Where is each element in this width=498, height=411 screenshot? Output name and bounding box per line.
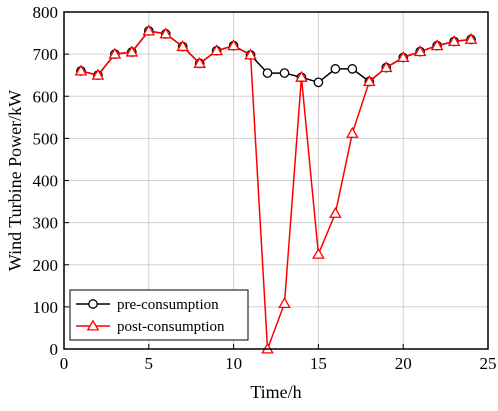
y-tick-label: 100 <box>33 298 59 317</box>
series-line-pre-consumption <box>80 30 472 84</box>
series-layer <box>74 24 478 354</box>
legend-marker-pre-consumption <box>88 299 98 309</box>
data-point-post-consumption <box>379 61 393 73</box>
data-point-post-consumption <box>464 32 478 44</box>
axis-ticks: 0 5 10 15 20 25 0 100 200 300 400 500 600 700 800 <box>33 3 497 373</box>
data-point-pre-consumption <box>262 68 273 78</box>
data-point-pre-consumption <box>347 64 358 74</box>
x-tick-label: 15 <box>310 354 327 373</box>
y-tick-label: 400 <box>33 172 59 191</box>
data-point-post-consumption <box>362 74 376 87</box>
x-axis-title: Time/h <box>250 382 301 402</box>
x-tick-label: 5 <box>145 354 154 373</box>
data-point-post-consumption <box>108 47 122 59</box>
x-tick-label: 0 <box>60 354 69 373</box>
y-axis-title: Wind Turbine Power/kW <box>5 90 25 271</box>
data-point-post-consumption <box>193 56 207 68</box>
data-point-post-consumption <box>142 24 156 36</box>
legend-label-pre-consumption: pre-consumption <box>117 297 219 313</box>
data-point-post-consumption <box>312 247 325 259</box>
data-point-post-consumption <box>413 45 427 57</box>
legend-label-post-consumption: post-consumption <box>117 319 225 335</box>
data-point-post-consumption <box>430 39 444 51</box>
data-point-post-consumption <box>210 44 223 56</box>
y-tick-label: 500 <box>33 129 59 148</box>
data-point-post-consumption <box>244 48 257 60</box>
legend-box <box>69 289 249 341</box>
legend-marker-shape <box>88 299 98 309</box>
legend: pre-consumption post-consumption <box>69 289 249 341</box>
y-tick-label: 600 <box>33 87 59 106</box>
y-tick-label: 200 <box>33 256 59 275</box>
data-point-pre-consumption <box>330 64 341 74</box>
data-point-post-consumption <box>159 27 173 39</box>
y-tick-label: 0 <box>50 340 59 359</box>
legend-marker-post-consumption <box>86 319 100 331</box>
y-tick-label: 800 <box>33 3 59 22</box>
data-point-post-consumption <box>91 68 105 80</box>
legend-marker-shape <box>86 319 100 331</box>
series-pre-consumption <box>76 26 476 88</box>
data-point-post-consumption <box>74 64 88 76</box>
data-point-post-consumption <box>447 34 461 47</box>
x-tick-label: 25 <box>480 354 497 373</box>
y-tick-label: 700 <box>33 45 59 64</box>
data-point-post-consumption <box>125 45 139 57</box>
data-point-post-consumption <box>295 70 308 82</box>
data-point-post-consumption <box>176 40 190 52</box>
x-tick-label: 10 <box>225 354 242 373</box>
data-point-post-consumption <box>345 126 359 138</box>
data-point-post-consumption <box>227 39 240 51</box>
data-point-pre-consumption <box>279 68 290 78</box>
data-point-post-consumption <box>278 296 291 309</box>
data-point-pre-consumption <box>313 77 324 88</box>
series-post-consumption <box>74 24 478 354</box>
data-point-post-consumption <box>396 50 410 63</box>
y-tick-label: 300 <box>33 214 59 233</box>
x-tick-label: 20 <box>395 354 412 373</box>
data-point-post-consumption <box>329 206 342 218</box>
